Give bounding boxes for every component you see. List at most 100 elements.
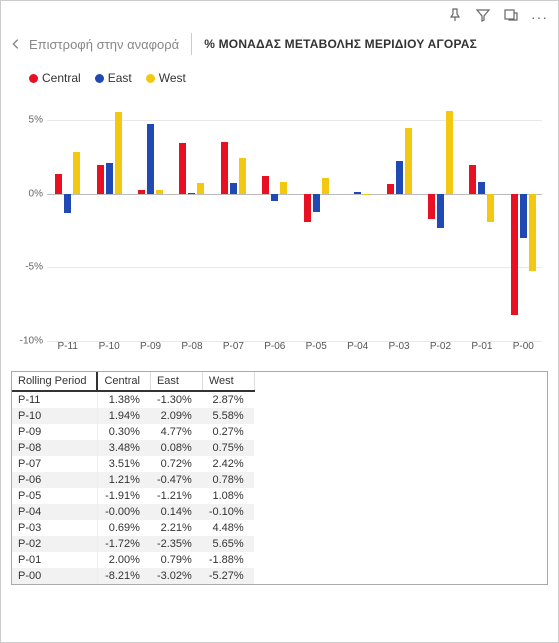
legend-label: Central [42, 71, 81, 85]
value-cell: 0.75% [202, 440, 254, 456]
y-tick-label: -5% [25, 262, 43, 273]
chart-bar[interactable] [396, 161, 403, 194]
value-cell: -0.10% [202, 504, 254, 520]
legend-label: West [159, 71, 186, 85]
table-row[interactable]: P-111.38%-1.30%2.87% [12, 391, 254, 408]
value-cell: -1.88% [202, 552, 254, 568]
table-row[interactable]: P-02-1.72%-2.35%5.65% [12, 536, 254, 552]
table-row[interactable]: P-083.48%0.08%0.75% [12, 440, 254, 456]
chart-bar[interactable] [428, 194, 435, 219]
legend-item[interactable]: West [146, 71, 186, 85]
chart-bar[interactable] [487, 194, 494, 222]
chart-bar[interactable] [322, 178, 329, 194]
value-cell: 2.87% [202, 391, 254, 408]
chart-bar[interactable] [529, 194, 536, 272]
chart-bar[interactable] [271, 194, 278, 201]
x-tick-label: P-06 [264, 341, 285, 352]
x-tick-label: P-04 [347, 341, 368, 352]
value-cell: 1.08% [202, 488, 254, 504]
chart-bar[interactable] [313, 194, 320, 212]
chart-bar[interactable] [73, 152, 80, 194]
more-icon[interactable]: ··· [531, 9, 548, 25]
chart-bar[interactable] [239, 158, 246, 194]
table-header-cell[interactable]: East [150, 372, 202, 391]
x-tick-label: P-09 [140, 341, 161, 352]
x-tick-label: P-10 [99, 341, 120, 352]
legend-item[interactable]: East [95, 71, 132, 85]
table-header-cell[interactable]: Rolling Period [12, 372, 97, 391]
table-row[interactable]: P-101.94%2.09%5.58% [12, 408, 254, 424]
chart-bar[interactable] [115, 112, 122, 194]
value-cell: 3.51% [97, 456, 150, 472]
chart-legend: Central East West [13, 71, 546, 85]
filter-icon[interactable] [475, 7, 491, 28]
value-cell: -3.02% [150, 568, 202, 584]
chart-bar[interactable] [106, 163, 113, 194]
y-tick-label: -10% [20, 336, 43, 347]
value-cell: -5.27% [202, 568, 254, 584]
chart-bar[interactable] [363, 194, 370, 195]
chart-bar[interactable] [230, 183, 237, 194]
chart-bar[interactable] [437, 194, 444, 229]
table-row[interactable]: P-061.21%-0.47%0.78% [12, 472, 254, 488]
value-cell: 4.48% [202, 520, 254, 536]
chart-plot-area: 5%0%-5%-10% [47, 91, 542, 341]
y-axis: 5%0%-5%-10% [13, 91, 47, 341]
chart-plot[interactable] [47, 91, 542, 341]
chart-bar[interactable] [354, 192, 361, 194]
chart-bar[interactable] [405, 128, 412, 194]
chart-bar[interactable] [304, 194, 311, 222]
value-cell: 1.38% [97, 391, 150, 408]
legend-dot [29, 74, 38, 83]
row-label-cell: P-07 [12, 456, 97, 472]
chart-bar[interactable] [262, 176, 269, 194]
chart-bar[interactable] [64, 194, 71, 213]
value-cell: 0.08% [150, 440, 202, 456]
table-row[interactable]: P-073.51%0.72%2.42% [12, 456, 254, 472]
legend-item[interactable]: Central [29, 71, 81, 85]
chart-bar[interactable] [469, 165, 476, 194]
value-cell: -1.91% [97, 488, 150, 504]
table-row[interactable]: P-030.69%2.21%4.48% [12, 520, 254, 536]
x-tick-label: P-03 [388, 341, 409, 352]
chart-bar[interactable] [520, 194, 527, 238]
legend-dot [146, 74, 155, 83]
chart-bar[interactable] [188, 193, 195, 194]
header-divider [191, 33, 192, 55]
table-header-cell[interactable]: West [202, 372, 254, 391]
chart-bar[interactable] [179, 143, 186, 194]
x-tick-label: P-00 [513, 341, 534, 352]
chart-bar[interactable] [387, 184, 394, 194]
table-header-cell[interactable]: Central [97, 372, 150, 391]
back-button[interactable]: Επιστροφή στην αναφορά [9, 37, 179, 52]
chart-bar[interactable] [147, 124, 154, 194]
table-row[interactable]: P-05-1.91%-1.21%1.08% [12, 488, 254, 504]
x-tick-label: P-01 [471, 341, 492, 352]
chart-bar[interactable] [197, 183, 204, 194]
value-cell: 0.72% [150, 456, 202, 472]
row-label-cell: P-10 [12, 408, 97, 424]
table-row[interactable]: P-090.30%4.77%0.27% [12, 424, 254, 440]
chart-bar[interactable] [55, 174, 62, 194]
header: Επιστροφή στην αναφορά % ΜΟΝΑΔΑΣ ΜΕΤΑΒΟΛ… [1, 29, 558, 63]
pin-icon[interactable] [447, 7, 463, 28]
table-row[interactable]: P-04-0.00%0.14%-0.10% [12, 504, 254, 520]
value-cell: 0.79% [150, 552, 202, 568]
chart-bar[interactable] [446, 111, 453, 194]
chart-bar[interactable] [138, 190, 145, 194]
value-cell: -0.00% [97, 504, 150, 520]
data-table: Rolling PeriodCentralEastWest P-111.38%-… [12, 372, 255, 584]
chart-bar[interactable] [511, 194, 518, 315]
focus-icon[interactable] [503, 7, 519, 28]
back-label: Επιστροφή στην αναφορά [29, 37, 179, 52]
value-cell: 0.27% [202, 424, 254, 440]
chart-bar[interactable] [478, 182, 485, 194]
table-header-row: Rolling PeriodCentralEastWest [12, 372, 254, 391]
table-row[interactable]: P-012.00%0.79%-1.88% [12, 552, 254, 568]
chart-bar[interactable] [221, 142, 228, 194]
table-body: P-111.38%-1.30%2.87%P-101.94%2.09%5.58%P… [12, 391, 254, 584]
chart-bar[interactable] [280, 182, 287, 193]
chart-bar[interactable] [156, 190, 163, 194]
chart-bar[interactable] [97, 165, 104, 194]
table-row[interactable]: P-00-8.21%-3.02%-5.27% [12, 568, 254, 584]
